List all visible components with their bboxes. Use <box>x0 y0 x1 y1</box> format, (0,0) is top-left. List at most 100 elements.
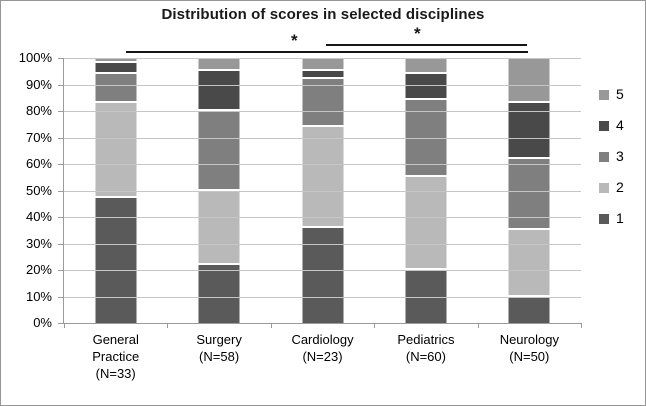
gridline <box>64 137 581 139</box>
y-axis-tick <box>58 217 63 218</box>
category-label: General Practice (N=33) <box>92 332 140 381</box>
legend-swatch-icon <box>599 89 609 100</box>
bar-segment-score-4 <box>302 71 344 80</box>
y-axis-tick <box>58 137 63 139</box>
bar-segment-score-2 <box>95 103 137 199</box>
plot-area <box>58 58 582 328</box>
y-axis-tick-label: 80% <box>25 103 52 118</box>
legend-swatch-icon <box>599 120 609 131</box>
legend-label: 5 <box>616 86 624 102</box>
legend-swatch-icon <box>599 213 609 224</box>
bar-segment-score-3 <box>198 111 240 191</box>
y-axis-tick <box>58 243 63 245</box>
bar-segment-score-3 <box>508 158 550 231</box>
gridline <box>64 217 581 218</box>
bar-segment-score-5 <box>95 58 137 64</box>
legend-swatch-icon <box>599 182 609 193</box>
bar-segment-score-2 <box>302 126 344 228</box>
legend-label: 4 <box>616 117 624 133</box>
x-label-slot: General Practice (N=33) <box>64 331 167 382</box>
legend-swatch-icon <box>599 151 609 162</box>
y-axis-tick <box>58 58 63 59</box>
y-axis-tick <box>58 323 63 324</box>
y-axis-tick-label: 20% <box>25 262 52 277</box>
x-label-slot: Neurology (N=50) <box>478 331 581 382</box>
x-axis-labels: General Practice (N=33) Surgery (N=58) Car… <box>64 331 581 382</box>
legend-item-score-4: 4 <box>599 118 645 133</box>
legend: 5 4 3 2 1 <box>599 87 645 242</box>
x-axis-tick <box>167 323 169 328</box>
bar-segment-score-2 <box>508 230 550 297</box>
bar-segment-score-4 <box>508 103 550 159</box>
y-axis-tick-label: 90% <box>25 76 52 92</box>
bar-segment-score-3 <box>95 73 137 104</box>
bar-slot <box>167 58 270 323</box>
bar-segment-score-4 <box>95 63 137 74</box>
bar-segment-score-5 <box>508 58 550 104</box>
significance-asterisk: * <box>414 24 421 43</box>
bar-slot <box>64 58 167 323</box>
y-axis-tick-label: 70% <box>25 129 52 145</box>
legend-item-score-5: 5 <box>599 87 645 102</box>
bar-segment-score-1 <box>198 264 240 323</box>
gridline <box>64 270 581 271</box>
category-label: Surgery (N=58) <box>196 332 242 364</box>
y-axis-labels: 0% 10% 20% 30% 40% 50% 60% 70% 80% 90% 100% <box>1 50 56 330</box>
y-axis-tick <box>58 111 63 112</box>
significance-line <box>126 51 528 53</box>
category-label: Pediatrics (N=60) <box>397 332 455 364</box>
x-label-slot: Cardiology (N=23) <box>271 331 374 382</box>
legend-item-score-3: 3 <box>599 149 645 164</box>
gridline <box>64 84 581 86</box>
category-label: Neurology (N=50) <box>499 332 559 364</box>
x-axis-tick <box>374 323 376 328</box>
y-axis-tick-label: 50% <box>25 182 52 198</box>
y-axis-tick-label: 100% <box>18 50 52 65</box>
significance-asterisk: * <box>291 31 298 50</box>
stacked-bar <box>95 58 137 323</box>
y-axis-tick-label: 10% <box>25 288 52 304</box>
y-axis-tick <box>58 84 63 86</box>
x-label-slot: Surgery (N=58) <box>167 331 270 382</box>
gridline <box>64 164 581 165</box>
stacked-bar <box>508 58 550 323</box>
bar-segment-score-2 <box>405 177 447 270</box>
y-axis-line <box>63 58 64 324</box>
x-label-slot: Pediatrics (N=60) <box>374 331 477 382</box>
legend-label: 1 <box>616 210 624 226</box>
bar-segment-score-5 <box>302 58 344 72</box>
legend-item-score-2: 2 <box>599 180 645 195</box>
category-label: Cardiology (N=23) <box>291 332 354 364</box>
gridline <box>64 296 581 298</box>
bar-segment-score-1 <box>508 296 550 323</box>
bar-segment-score-2 <box>198 190 240 265</box>
bar-segment-score-3 <box>302 79 344 127</box>
bar-segment-score-1 <box>302 227 344 323</box>
y-axis-tick <box>58 164 63 165</box>
bar-segment-score-4 <box>198 71 240 112</box>
legend-label: 3 <box>616 148 624 164</box>
significance-line <box>326 44 527 46</box>
y-axis-tick <box>58 296 63 298</box>
bar-slot <box>478 58 581 323</box>
bar-segment-score-1 <box>95 198 137 323</box>
y-axis-tick <box>58 190 63 192</box>
gridline <box>64 323 581 324</box>
y-axis-tick-label: 30% <box>25 235 52 251</box>
x-axis-tick <box>477 323 479 328</box>
gridline <box>64 190 581 192</box>
legend-label: 2 <box>616 179 624 195</box>
y-axis-tick-label: 60% <box>25 156 52 171</box>
chart-title: Distribution of scores in selected disci… <box>161 6 485 23</box>
x-axis-tick <box>270 323 272 328</box>
y-axis-tick-label: 0% <box>33 315 52 330</box>
x-axis-tick <box>64 323 65 328</box>
bar-segment-score-5 <box>198 58 240 72</box>
stacked-bar <box>198 58 240 323</box>
y-axis-tick-label: 40% <box>25 209 52 224</box>
legend-item-score-1: 1 <box>599 211 645 226</box>
gridline <box>64 243 581 245</box>
bar-segment-score-5 <box>405 58 447 74</box>
gridline <box>64 111 581 112</box>
